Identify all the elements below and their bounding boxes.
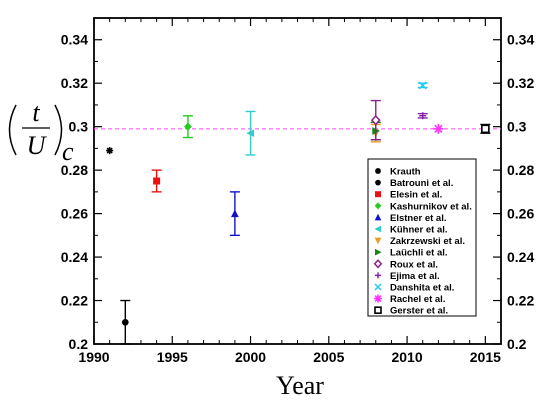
data-point: [106, 147, 114, 155]
series-krauth: [106, 147, 114, 155]
legend-item-ejima-et-al: Ejima et al.: [375, 271, 440, 282]
x-tick-label: 2000: [235, 349, 266, 365]
y-axis-label: t U c: [8, 98, 74, 166]
legend-label: Roux et al.: [390, 259, 438, 270]
legend-item-rachel-et-al: Rachel et al.: [374, 294, 445, 305]
data-point: [370, 114, 381, 126]
y-label-paren-left: [8, 104, 17, 156]
series-gerster-et-al: [480, 123, 491, 134]
legend-item-zakrzewski-et-al: Zakrzewski et al.: [374, 236, 465, 247]
legend-marker: [374, 306, 382, 315]
y-tick-label-left: 0.24: [61, 249, 88, 265]
legend-label: Rachel et al.: [390, 294, 445, 305]
legend-marker: [374, 202, 382, 210]
y-tick-label-right: 0.28: [507, 162, 534, 178]
legend-label: Kashurnikov et al.: [390, 201, 472, 212]
data-point: [153, 177, 161, 185]
y-tick-label-left: 0.32: [61, 75, 88, 91]
legend-marker: [375, 272, 381, 279]
data-marks: [106, 81, 491, 345]
legend-marker: [375, 248, 382, 256]
series-ejima-et-al: [417, 112, 428, 120]
y-tick-label-right: 0.22: [507, 293, 534, 309]
legend-label: Ejima et al.: [390, 271, 440, 282]
data-point: [184, 122, 192, 131]
legend-label: Kühner et al.: [390, 225, 448, 236]
x-tick-label: 2015: [470, 349, 501, 365]
legend-marker: [374, 237, 382, 245]
y-tick-label-left: 0.3: [69, 119, 89, 135]
legend-marker: [374, 294, 382, 303]
y-label-numerator: t: [32, 98, 40, 127]
series-elstner-et-al: [229, 191, 240, 237]
legend-marker: [374, 213, 382, 221]
series-batrouni-et-al: [120, 299, 131, 345]
data-point: [418, 81, 427, 90]
y-tick-label-right: 0.32: [507, 75, 534, 91]
legend-item-k-hner-et-al: Kühner et al.: [374, 225, 448, 236]
x-axis-label: Year: [276, 371, 324, 400]
y-label-paren-right: [54, 104, 63, 156]
series-rachel-et-al: [433, 123, 444, 134]
x-tick-label: 1995: [157, 349, 188, 365]
y-tick-label-right: 0.2: [507, 336, 527, 352]
legend-item-krauth: Krauth: [375, 167, 421, 178]
y-tick-label-left: 0.22: [61, 293, 88, 309]
y-tick-label-left: 0.34: [61, 32, 88, 48]
legend-item-la-chli-et-al: Laüchli et al.: [375, 248, 448, 259]
y-tick-label-right: 0.26: [507, 206, 534, 222]
legend-marker: [374, 283, 382, 291]
y-tick-label-left: 0.26: [61, 206, 88, 222]
y-tick-label-right: 0.24: [507, 249, 534, 265]
legend-marker: [375, 191, 381, 198]
x-tick-label: 2005: [313, 349, 344, 365]
legend-label: Elstner et al.: [390, 213, 447, 224]
legend-label: Gerster et al.: [390, 306, 448, 317]
x-tick-label: 2010: [391, 349, 422, 365]
data-point: [231, 209, 239, 218]
y-tick-label-right: 0.3: [507, 119, 527, 135]
data-point: [433, 123, 444, 134]
legend-item-batrouni-et-al: Batrouni et al.: [375, 178, 453, 189]
legend-item-elesin-et-al: Elesin et al.: [375, 190, 442, 201]
y-tick-label-left: 0.28: [61, 162, 88, 178]
x-tick-label: 1990: [78, 349, 109, 365]
data-point: [481, 124, 490, 134]
data-point: [121, 318, 129, 326]
legend-item-gerster-et-al: Gerster et al.: [374, 306, 448, 317]
legend-box: [367, 158, 477, 317]
legend-label: Zakrzewski et al.: [390, 236, 465, 247]
series-elesin-et-al: [151, 169, 162, 193]
legend-item-roux-et-al: Roux et al.: [373, 259, 438, 270]
legend-label: Batrouni et al.: [390, 178, 453, 189]
legend-item-kashurnikov-et-al: Kashurnikov et al.: [374, 201, 472, 212]
legend-item-danshita-et-al: Danshita et al.: [374, 283, 454, 294]
legend-marker: [375, 168, 381, 174]
legend-label: Danshita et al.: [390, 283, 454, 294]
series-kashurnikov-et-al: [182, 115, 193, 139]
legend-marker: [375, 179, 381, 186]
y-tick-label-left: 0.2: [69, 336, 89, 352]
legend-item-elstner-et-al: Elstner et al.: [374, 213, 447, 224]
data-point: [419, 112, 427, 120]
legend-marker: [374, 225, 381, 233]
y-label-subscript: c: [62, 137, 74, 166]
legend-marker: [373, 259, 383, 269]
legend-label: Krauth: [390, 167, 421, 178]
axis-ticks: 1990 1995 2000 2005 2010 2015 0.2 0.2 0.22 0.22 0.…: [61, 18, 534, 365]
y-tick-label-right: 0.34: [507, 32, 534, 48]
series-roux-et-al: [370, 99, 381, 141]
y-label-denominator: U: [27, 131, 48, 160]
data-point: [246, 129, 255, 138]
series-danshita-et-al: [417, 81, 428, 90]
legend-label: Laüchli et al.: [390, 248, 448, 259]
series-k-hner-et-al: [245, 110, 256, 156]
legend-label: Elesin et al.: [390, 190, 442, 201]
